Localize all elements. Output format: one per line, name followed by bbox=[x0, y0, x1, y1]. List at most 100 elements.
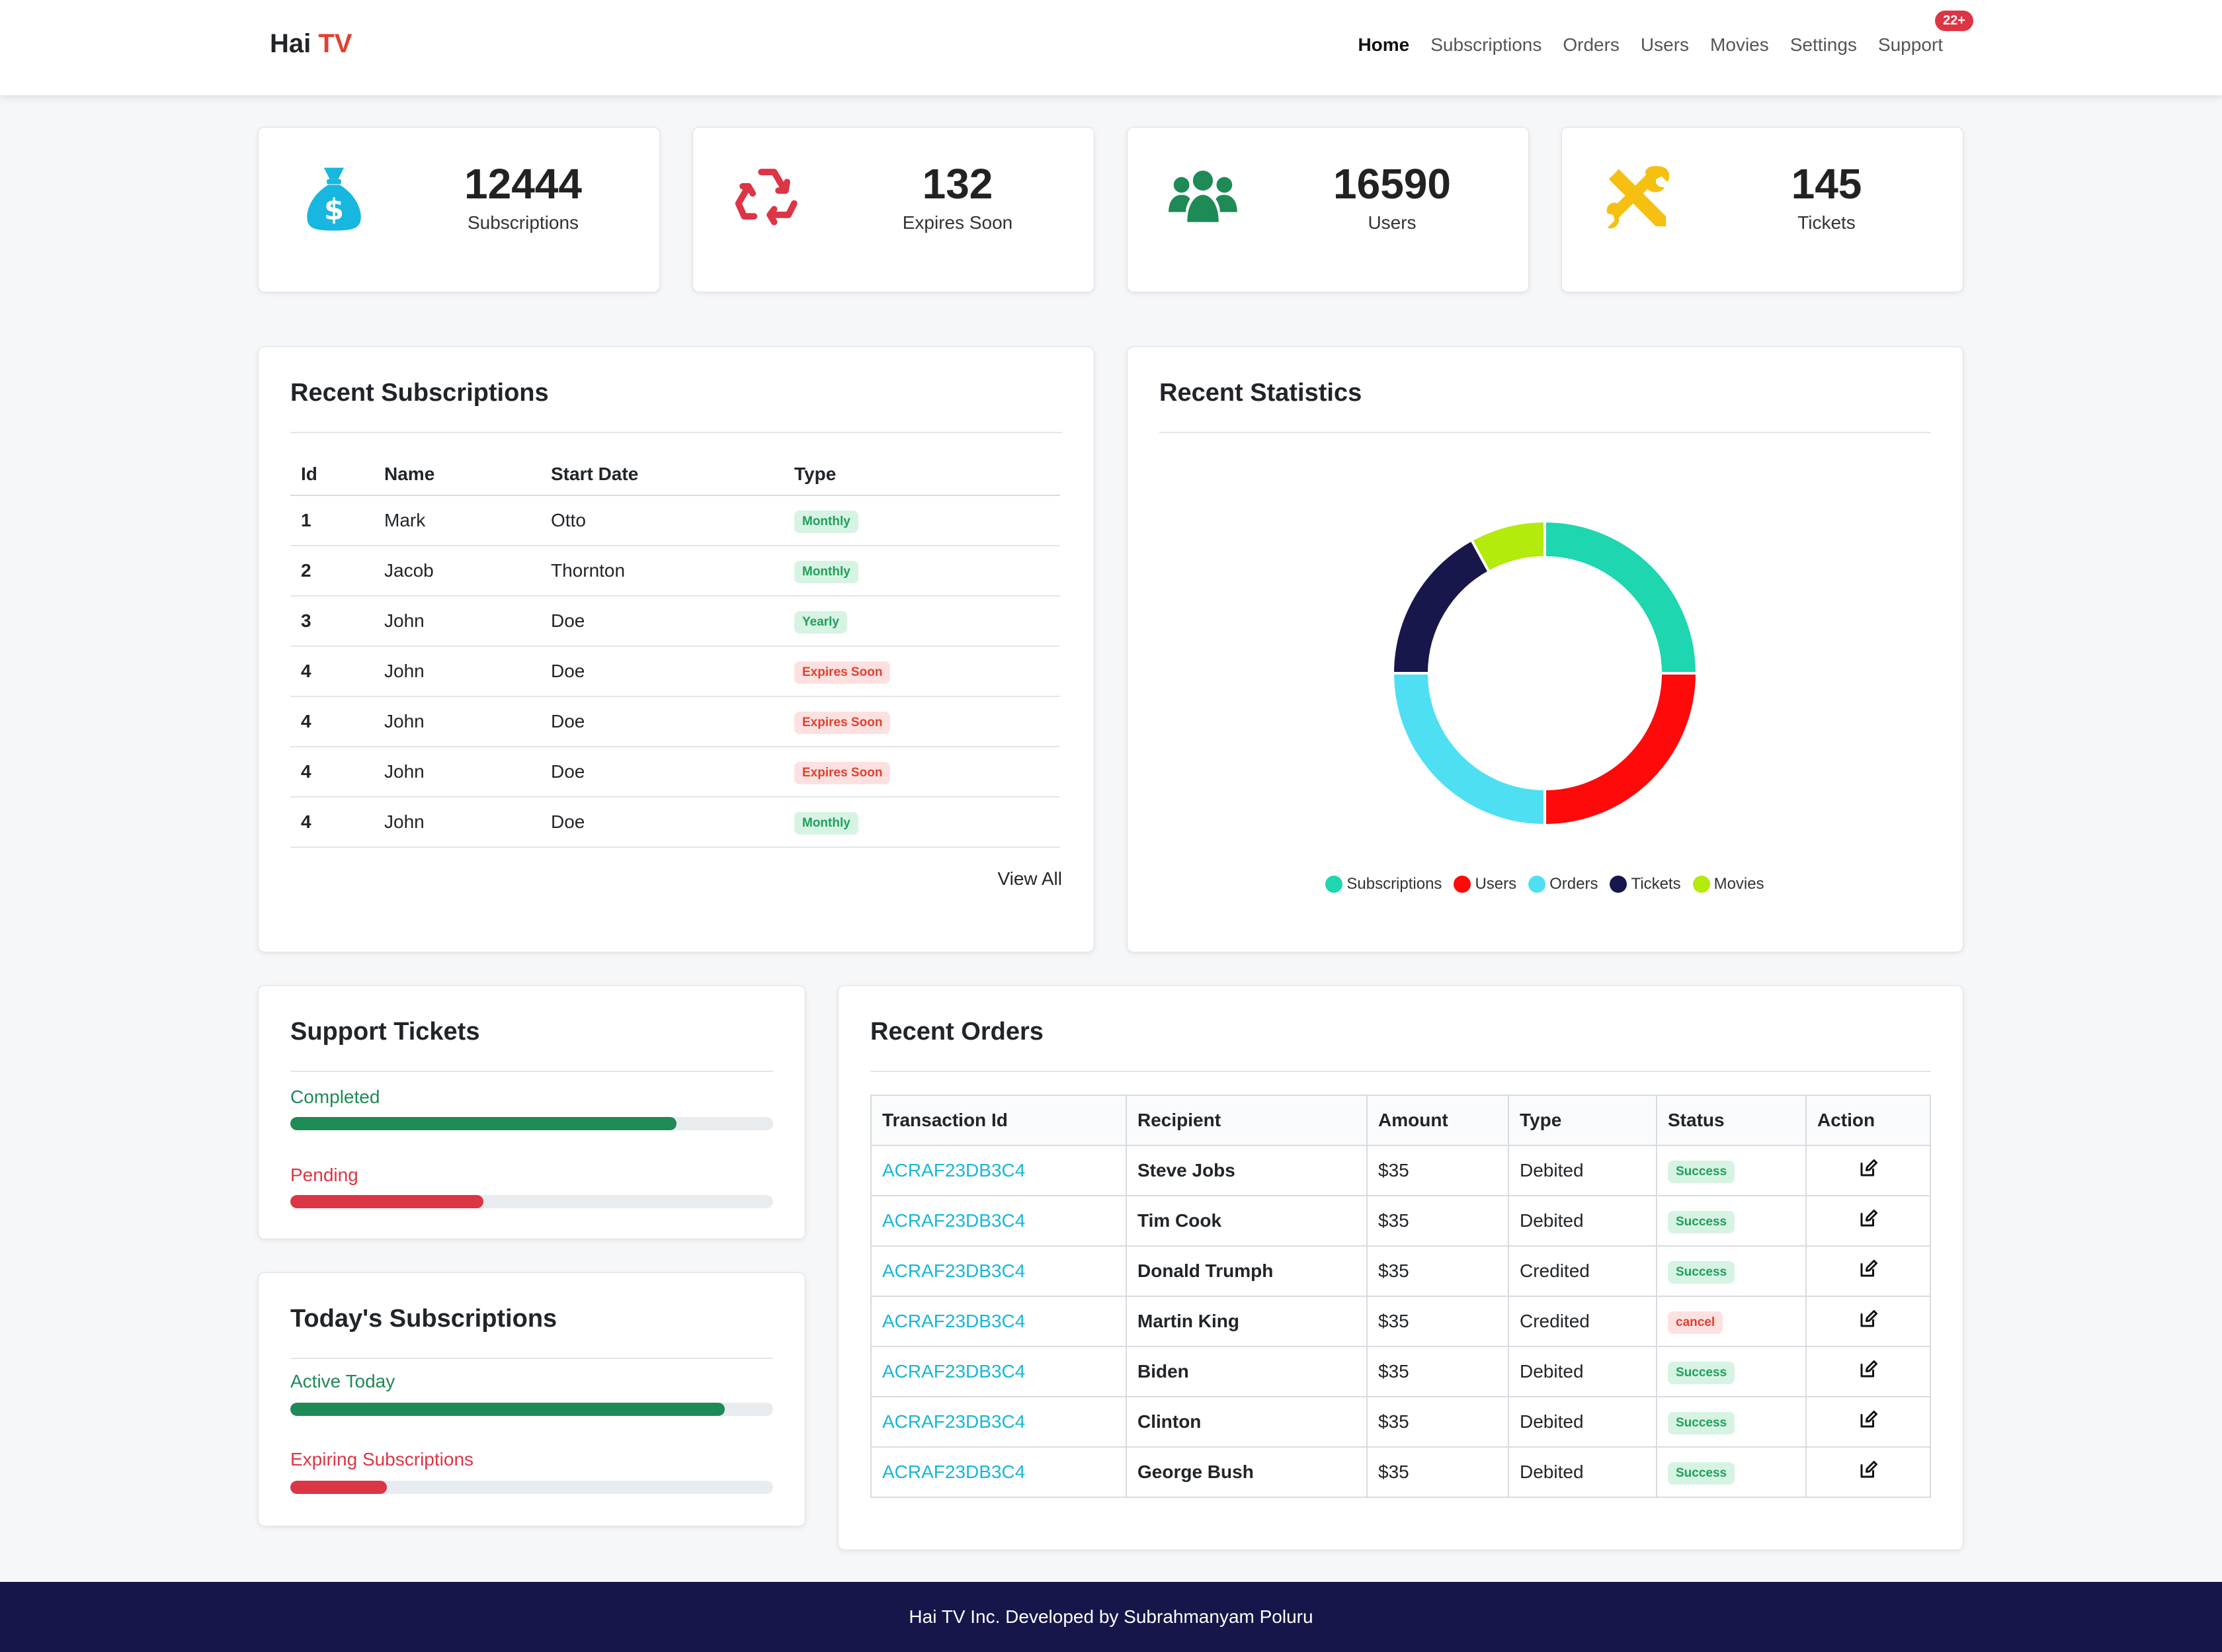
nav-item-settings[interactable]: Settings bbox=[1790, 34, 1857, 55]
edit-icon[interactable] bbox=[1858, 1159, 1878, 1178]
cell-name: John bbox=[374, 747, 540, 798]
transaction-link[interactable]: ACRAF23DB3C4 bbox=[870, 1195, 1127, 1247]
edit-icon[interactable] bbox=[1858, 1360, 1878, 1380]
table-row: 2 Jacob Thornton Monthly bbox=[290, 546, 1060, 597]
footer: Hai TV Inc. Developed by Subrahmanyam Po… bbox=[0, 1582, 2222, 1652]
cell-id: 4 bbox=[290, 797, 374, 848]
cell-name: Mark bbox=[374, 495, 540, 546]
edit-icon[interactable] bbox=[1858, 1410, 1878, 1430]
type-badge: Monthly bbox=[794, 510, 858, 533]
card-title: Recent Subscriptions bbox=[290, 379, 549, 407]
cell-start-date: Doe bbox=[540, 596, 784, 647]
tools-icon bbox=[1606, 166, 1670, 229]
legend-item-movies[interactable]: Movies bbox=[1692, 875, 1764, 893]
column-header: Transaction Id bbox=[870, 1094, 1127, 1146]
cell-recipient: George Bush bbox=[1126, 1446, 1368, 1498]
cell-action bbox=[1805, 1446, 1931, 1498]
column-header: Start Date bbox=[540, 453, 784, 496]
transaction-link[interactable]: ACRAF23DB3C4 bbox=[870, 1396, 1127, 1448]
stat-label: Subscriptions bbox=[467, 212, 579, 233]
legend-item-subscriptions[interactable]: Subscriptions bbox=[1325, 875, 1442, 893]
card-title: Recent Orders bbox=[870, 1018, 1044, 1046]
chart-slice-movies[interactable] bbox=[1469, 519, 1546, 574]
divider bbox=[870, 1071, 1931, 1072]
table-row: ACRAF23DB3C4 George Bush $35 Debited Success bbox=[870, 1446, 1931, 1498]
cell-action bbox=[1805, 1245, 1931, 1297]
cell-start-date: Doe bbox=[540, 696, 784, 747]
legend-swatch bbox=[1528, 876, 1546, 893]
column-header: Recipient bbox=[1126, 1094, 1368, 1146]
chart-slice-users[interactable] bbox=[1543, 672, 1699, 827]
cell-status: Success bbox=[1656, 1245, 1807, 1297]
nav-item-orders[interactable]: Orders bbox=[1563, 34, 1620, 55]
legend-label: Tickets bbox=[1631, 875, 1681, 893]
cell-start-date: Doe bbox=[540, 747, 784, 798]
type-badge: Expires Soon bbox=[794, 711, 891, 734]
cell-start-date: Doe bbox=[540, 797, 784, 848]
brand-name: Hai bbox=[270, 29, 311, 58]
edit-icon[interactable] bbox=[1858, 1259, 1878, 1279]
cell-type: Debited bbox=[1508, 1446, 1657, 1498]
card-title: Recent Statistics bbox=[1159, 379, 1362, 407]
table-header-row: Transaction Id Recipient Amount Type Sta… bbox=[870, 1094, 1931, 1146]
cell-recipient: Donald Trumph bbox=[1126, 1245, 1368, 1297]
nav-item-users[interactable]: Users bbox=[1640, 34, 1690, 55]
orders-table: Transaction Id Recipient Amount Type Sta… bbox=[870, 1094, 1931, 1498]
transaction-link[interactable]: ACRAF23DB3C4 bbox=[870, 1145, 1127, 1196]
cell-amount: $35 bbox=[1366, 1346, 1509, 1397]
nav-item-support[interactable]: Support 22+ bbox=[1878, 11, 1973, 56]
cell-recipient: Tim Cook bbox=[1126, 1195, 1368, 1247]
table-row: 3 John Doe Yearly bbox=[290, 596, 1060, 647]
transaction-link[interactable]: ACRAF23DB3C4 bbox=[870, 1346, 1127, 1397]
navbar: Hai TV Home Subscriptions Orders Users M… bbox=[0, 0, 2222, 95]
edit-icon[interactable] bbox=[1858, 1209, 1878, 1229]
cell-id: 2 bbox=[290, 546, 374, 597]
edit-icon[interactable] bbox=[1858, 1460, 1878, 1480]
cell-type: Credited bbox=[1508, 1296, 1657, 1347]
status-badge: Success bbox=[1668, 1411, 1735, 1434]
divider bbox=[290, 1358, 773, 1359]
cell-amount: $35 bbox=[1366, 1296, 1509, 1347]
footer-text: Hai TV Inc. Developed by Subrahmanyam Po… bbox=[909, 1606, 1313, 1627]
legend-item-tickets[interactable]: Tickets bbox=[1610, 875, 1681, 893]
cell-type: Debited bbox=[1508, 1195, 1657, 1247]
transaction-link[interactable]: ACRAF23DB3C4 bbox=[870, 1296, 1127, 1347]
legend-swatch bbox=[1325, 876, 1343, 893]
table-row: 4 John Doe Expires Soon bbox=[290, 696, 1060, 747]
cell-start-date: Otto bbox=[540, 495, 784, 546]
nav-item-home[interactable]: Home bbox=[1358, 34, 1410, 55]
cell-id: 4 bbox=[290, 696, 374, 747]
nav-menu: Home Subscriptions Orders Users Movies S… bbox=[1358, 11, 1973, 56]
stat-value: 12444 bbox=[464, 160, 582, 208]
recent-statistics-card: Recent Statistics Subscriptions Users Orde… bbox=[1127, 347, 1963, 952]
chart-slice-subscriptions[interactable] bbox=[1543, 519, 1699, 675]
nav-item-subscriptions[interactable]: Subscriptions bbox=[1430, 34, 1542, 55]
view-all-link[interactable]: View All bbox=[997, 868, 1062, 889]
status-badge: Success bbox=[1668, 1260, 1735, 1284]
legend-swatch bbox=[1692, 876, 1710, 893]
stat-card-tickets: 145 Tickets bbox=[1561, 127, 1963, 292]
chart-slice-orders[interactable] bbox=[1391, 672, 1546, 827]
nav-item-movies[interactable]: Movies bbox=[1710, 34, 1769, 55]
column-header: Name bbox=[374, 453, 540, 496]
progress-label: Expiring Subscriptions bbox=[290, 1449, 474, 1469]
edit-icon[interactable] bbox=[1858, 1309, 1878, 1329]
brand-logo[interactable]: Hai TV bbox=[270, 29, 352, 59]
cell-amount: $35 bbox=[1366, 1245, 1509, 1297]
cell-status: Success bbox=[1656, 1145, 1807, 1196]
progress-bar-expiring bbox=[290, 1481, 773, 1494]
money-bag-icon: $ bbox=[307, 167, 361, 231]
transaction-link[interactable]: ACRAF23DB3C4 bbox=[870, 1245, 1127, 1297]
transaction-link[interactable]: ACRAF23DB3C4 bbox=[870, 1446, 1127, 1498]
legend-item-orders[interactable]: Orders bbox=[1528, 875, 1598, 893]
cell-amount: $35 bbox=[1366, 1396, 1509, 1448]
recycle-icon bbox=[735, 169, 798, 226]
legend-item-users[interactable]: Users bbox=[1454, 875, 1516, 893]
chart-slice-tickets[interactable] bbox=[1391, 538, 1491, 675]
progress-fill bbox=[290, 1117, 677, 1130]
support-badge: 22+ bbox=[1935, 11, 1973, 31]
column-header: Id bbox=[290, 453, 374, 496]
legend-label: Orders bbox=[1549, 875, 1598, 893]
cell-status: cancel bbox=[1656, 1296, 1807, 1347]
cell-type: Monthly bbox=[784, 546, 1060, 597]
